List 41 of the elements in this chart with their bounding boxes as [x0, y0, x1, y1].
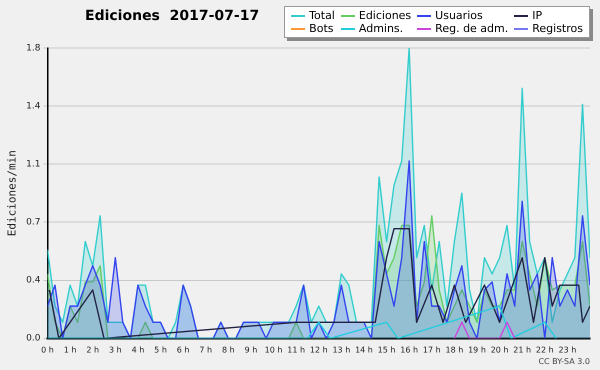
text: CC BY-SA 3.0	[538, 357, 590, 366]
chart-title: Ediciones 2017-07-17	[85, 8, 260, 24]
legend-label: Ediciones	[358, 9, 412, 22]
legend-label: Total	[309, 9, 335, 22]
y-tick-label: 1.1	[26, 160, 41, 170]
x-tick-label: 15 h	[378, 345, 396, 354]
legend-label: Reg. de adm.	[435, 22, 508, 35]
x-tick-label: 23 h	[558, 345, 576, 354]
legend-label: IP	[532, 9, 542, 22]
x-tick-label: 17 h	[422, 345, 441, 354]
y-tick-label: 1.8	[26, 43, 41, 54]
y-tick-label: 1.4	[26, 101, 41, 112]
x-tick-label: 1 h	[64, 345, 76, 354]
x-tick-label: 5 h	[154, 345, 167, 354]
x-tick-label: 13 h	[332, 345, 350, 354]
x-tick-label: 7 h	[199, 345, 212, 354]
x-tick-label: 22 h	[536, 345, 554, 354]
legend-label: Usuarios	[435, 9, 483, 22]
x-tick-label: 20 h	[490, 345, 508, 354]
x-tick-label: 16 h	[400, 345, 418, 354]
y-tick-label: 0.4	[26, 276, 41, 286]
y-axis-title: Ediciones/min	[5, 150, 18, 236]
x-tick-label: 3 h	[108, 345, 122, 354]
legend-label: Bots	[309, 22, 334, 35]
x-tick-label: 21 h	[513, 345, 532, 354]
x-tick-label: 0 h	[41, 345, 54, 354]
x-tick-label: 14 h	[355, 345, 373, 354]
x-tick-label: 6 h	[176, 345, 190, 354]
y-tick-label: 0.0	[26, 334, 41, 344]
x-tick-label: 8 h	[222, 345, 235, 354]
x-tick-label: 9 h	[244, 345, 258, 354]
legend-label: Admins.	[358, 22, 404, 35]
x-tick-label: 10 h	[264, 345, 282, 354]
y-tick-label: 0.7	[26, 218, 41, 228]
x-tick-label: 12 h	[310, 345, 328, 354]
legend-label: Registros	[532, 22, 583, 35]
x-tick-label: 2 h	[86, 345, 100, 354]
x-tick-label: 19 h	[468, 345, 486, 354]
x-tick-label: 18 h	[445, 345, 464, 354]
x-tick-label: 4 h	[132, 345, 144, 354]
x-tick-label: 11 h	[287, 345, 306, 354]
